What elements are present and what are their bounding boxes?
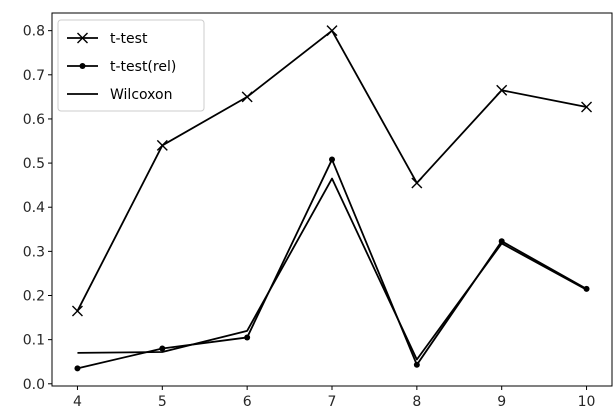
x-tick-label: 8 (412, 394, 421, 410)
legend-marker-dot (80, 63, 86, 69)
y-tick-label: 0.8 (23, 24, 45, 40)
x-tick-label: 7 (328, 394, 337, 410)
y-tick-label: 0.5 (23, 156, 45, 172)
y-tick-label: 0.4 (23, 200, 45, 216)
data-point-x (327, 26, 337, 36)
legend-label: Wilcoxon (110, 87, 172, 103)
y-tick-label: 0.1 (23, 333, 45, 349)
series-2 (77, 179, 586, 360)
data-point-x (412, 178, 422, 188)
data-point-dot (414, 362, 420, 368)
x-tick-label: 5 (158, 394, 167, 410)
x-tick-label: 6 (243, 394, 252, 410)
data-point-dot (74, 365, 80, 371)
data-point-dot (244, 334, 250, 340)
y-tick-label: 0.6 (23, 112, 45, 128)
legend-label: t-test (110, 31, 148, 47)
y-tick-label: 0.0 (23, 377, 45, 393)
x-tick-label: 9 (497, 394, 506, 410)
data-point-dot (329, 157, 335, 163)
y-tick-label: 0.7 (23, 68, 45, 84)
legend: t-test t-test(rel) Wilcoxon (58, 20, 204, 111)
legend-label: t-test(rel) (110, 59, 176, 75)
data-point-x (72, 306, 82, 316)
data-point-x (242, 92, 252, 102)
y-tick-label: 0.2 (23, 289, 45, 305)
y-tick-label: 0.3 (23, 244, 45, 260)
data-point-x (157, 140, 167, 150)
series-line (77, 160, 586, 369)
series-1 (74, 157, 589, 372)
x-tick-label: 10 (578, 394, 596, 410)
series-line (77, 179, 586, 360)
x-tick-label: 4 (73, 394, 82, 410)
